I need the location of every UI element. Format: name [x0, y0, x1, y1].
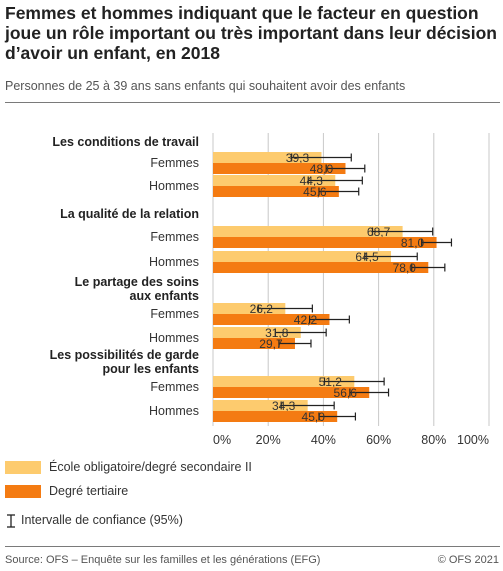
data-label: 48,0	[310, 162, 334, 176]
data-label: 29,7	[259, 337, 283, 351]
bar-series2	[213, 411, 338, 422]
bar-series1	[213, 400, 308, 411]
row-label: Femmes	[150, 230, 199, 244]
x-tick-label: 40%	[311, 433, 336, 447]
row-label: Hommes	[149, 404, 199, 418]
data-label: 42,2	[294, 313, 318, 327]
source-note: Source: OFS – Enquête sur les familles e…	[5, 554, 321, 566]
x-tick-label: 60%	[366, 433, 391, 447]
bar-series2	[213, 387, 370, 398]
row-label: Femmes	[150, 307, 199, 321]
data-label: 51,2	[319, 375, 343, 389]
data-label: 26,2	[250, 302, 274, 316]
bar-chart: 0% 20% 40% 60% 80% 100% Les conditions de trav…	[50, 133, 490, 447]
data-label: 34,3	[272, 399, 296, 413]
data-label: 64,5	[355, 250, 379, 264]
group-label: Le partage des soins	[75, 275, 199, 289]
bar-series1	[213, 251, 392, 262]
x-tick-label: 20%	[256, 433, 281, 447]
row-label: Hommes	[149, 331, 199, 345]
data-label: 39,3	[286, 151, 310, 165]
group-label: Les conditions de travail	[52, 135, 199, 149]
row-label: Hommes	[149, 179, 199, 193]
bar-series1	[213, 303, 286, 314]
bar-series2	[213, 338, 295, 349]
legend-swatch-series2	[5, 485, 41, 498]
bar-series2	[213, 186, 339, 197]
chart-title: Femmes et hommes indiquant que le facteu…	[5, 3, 497, 63]
legend-label-series1: École obligatoire/degré secondaire II	[49, 460, 252, 474]
data-label: 56,6	[334, 386, 358, 400]
bar-series2	[213, 314, 330, 325]
bar-series2	[213, 262, 429, 273]
legend-label-ci: Intervalle de confiance (95%)	[21, 513, 183, 527]
bar-series1	[213, 152, 322, 163]
data-label: 68,7	[367, 225, 391, 239]
bar-series2	[213, 237, 437, 248]
top-rule	[5, 102, 500, 103]
row-label: Femmes	[150, 380, 199, 394]
group-label: aux enfants	[130, 289, 200, 303]
x-tick-label: 80%	[421, 433, 446, 447]
data-label: 45,6	[303, 185, 327, 199]
x-tick-label: 0%	[213, 433, 231, 447]
group-label: pour les enfants	[102, 362, 199, 376]
row-label: Hommes	[149, 255, 199, 269]
data-label: 45,0	[302, 410, 326, 424]
x-tick-label: 100%	[457, 433, 489, 447]
bar-series1	[213, 226, 403, 237]
chart-subtitle: Personnes de 25 à 39 ans sans enfants qu…	[5, 79, 406, 93]
bar-series1	[213, 175, 336, 186]
data-label: 81,0	[401, 236, 425, 250]
row-label: Femmes	[150, 156, 199, 170]
legend-swatch-series1	[5, 461, 41, 474]
data-label: 44,3	[300, 174, 324, 188]
group-label: La qualité de la relation	[60, 207, 199, 221]
group-label: Les possibilités de garde	[50, 348, 199, 362]
copyright: © OFS 2021	[437, 554, 499, 566]
data-label: 78,0	[393, 261, 417, 275]
data-label: 31,8	[265, 326, 289, 340]
bar-series1	[213, 327, 301, 338]
bar-series1	[213, 376, 355, 387]
confidence-interval-icon	[7, 514, 15, 528]
bar-series2	[213, 163, 346, 174]
bottom-rule	[5, 546, 500, 547]
legend-label-series2: Degré tertiaire	[49, 484, 129, 498]
